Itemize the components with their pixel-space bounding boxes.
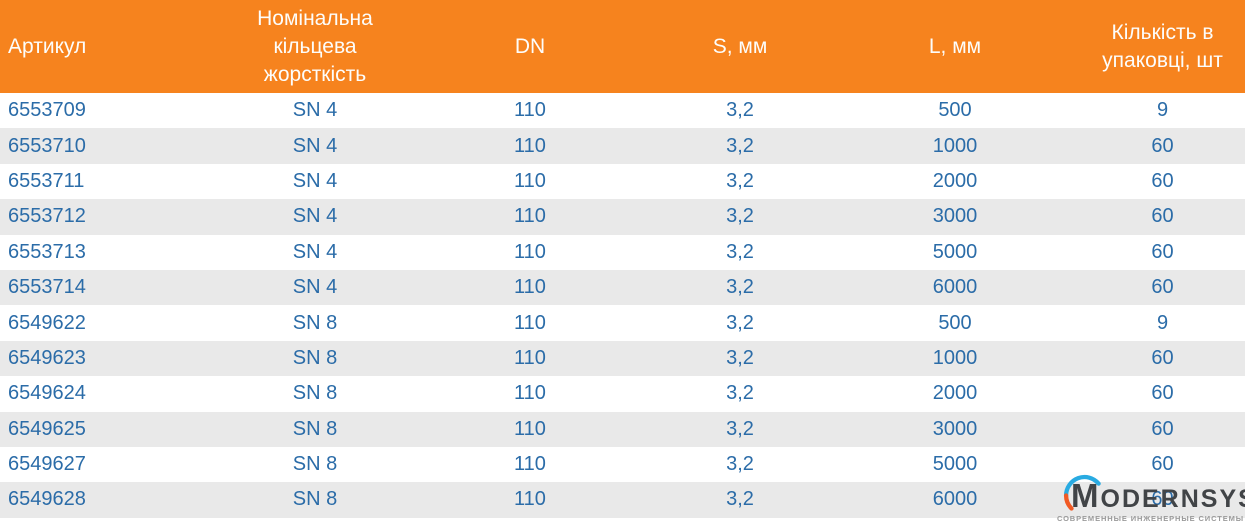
- table-row: 6549627 SN 8 110 3,2 5000 60: [0, 446, 1245, 483]
- table-row: 6553713 SN 4 110 3,2 5000 60: [0, 234, 1245, 270]
- cell-l: 3000: [932, 417, 978, 440]
- column-header-l-mm: L, мм: [830, 0, 1080, 93]
- column-header-qty: Кількість в упаковці, шт: [1080, 0, 1245, 93]
- cell-article: 6549623: [8, 346, 86, 369]
- table-row: 6549622 SN 8 110 3,2 500 9: [0, 305, 1245, 341]
- table-row: 6553712 SN 4 110 3,2 3000 60: [0, 199, 1245, 235]
- cell-dn: 110: [514, 240, 546, 263]
- cell-stiffness: SN 8: [292, 382, 338, 405]
- cell-article: 6549625: [8, 417, 86, 440]
- cell-stiffness: SN 4: [292, 134, 338, 157]
- cell-l: 3000: [932, 205, 978, 228]
- cell-dn: 110: [514, 382, 546, 405]
- cell-s: 3,2: [726, 134, 754, 157]
- cell-s: 3,2: [726, 276, 754, 299]
- cell-stiffness: SN 8: [292, 346, 338, 369]
- cell-dn: 110: [514, 134, 546, 157]
- cell-l: 5000: [932, 240, 978, 263]
- cell-article: 6553711: [8, 169, 85, 192]
- cell-article: 6553713: [8, 240, 86, 263]
- table-row: 6549623 SN 8 110 3,2 1000 60: [0, 340, 1245, 377]
- cell-stiffness: SN 4: [292, 169, 338, 192]
- cell-s: 3,2: [726, 205, 754, 228]
- cell-dn: 110: [514, 417, 546, 440]
- header-row: Артикул Номінальна кільцева жорсткість D…: [0, 0, 1245, 93]
- cell-qty: 9: [1156, 99, 1169, 122]
- table-header: Артикул Номінальна кільцева жорсткість D…: [0, 0, 1245, 93]
- cell-dn: 110: [514, 453, 546, 476]
- cell-l: 6000: [932, 276, 978, 299]
- cell-stiffness: SN 4: [292, 240, 338, 263]
- cell-stiffness: SN 4: [292, 276, 338, 299]
- cell-l: 5000: [932, 453, 978, 476]
- table-row: 6553711 SN 4 110 3,2 2000 60: [0, 163, 1245, 200]
- cell-l: 2000: [932, 169, 978, 192]
- table-row: 6553709 SN 4 110 3,2 500 9: [0, 93, 1245, 129]
- table-row: 6549628 SN 8 110 3,2 6000 60: [0, 482, 1245, 518]
- cell-article: 6553709: [8, 99, 86, 122]
- cell-stiffness: SN 8: [292, 311, 338, 334]
- cell-l: 500: [938, 99, 972, 122]
- cell-dn: 110: [514, 276, 546, 299]
- table-row: 6553710 SN 4 110 3,2 1000 60: [0, 128, 1245, 164]
- cell-l: 1000: [932, 346, 978, 369]
- cell-qty: 60: [1151, 240, 1174, 263]
- cell-s: 3,2: [726, 488, 754, 511]
- column-header-s-mm: S, мм: [650, 0, 830, 93]
- logo-subtitle: СОВРЕМЕННЫЕ ИНЖЕНЕРНЫЕ СИСТЕМЫ: [1056, 514, 1244, 523]
- cell-s: 3,2: [726, 169, 754, 192]
- cell-dn: 110: [514, 169, 546, 192]
- cell-l: 2000: [932, 382, 978, 405]
- cell-stiffness: SN 4: [292, 205, 338, 228]
- cell-l: 500: [938, 311, 972, 334]
- column-header-dn: DN: [410, 0, 650, 93]
- cell-article: 6553710: [8, 134, 86, 157]
- cell-stiffness: SN 4: [292, 99, 338, 122]
- cell-s: 3,2: [726, 453, 754, 476]
- cell-s: 3,2: [726, 240, 754, 263]
- cell-qty: 60: [1151, 488, 1174, 511]
- cell-article: 6553714: [8, 276, 86, 299]
- modernsys-logo: MODERNSYS СОВРЕМЕННЫЕ ИНЖЕНЕРНЫЕ СИСТЕМЫ: [1057, 473, 1245, 523]
- table-row: 6549624 SN 8 110 3,2 2000 60: [0, 376, 1245, 412]
- cell-qty: 60: [1151, 382, 1174, 405]
- table-body: 6553709 SN 4 110 3,2 500 9 6553710 SN 4 110 3,2 10…: [0, 93, 1245, 518]
- cell-s: 3,2: [726, 382, 754, 405]
- cell-stiffness: SN 8: [292, 453, 338, 476]
- cell-l: 1000: [932, 134, 978, 157]
- cell-stiffness: SN 8: [292, 488, 338, 511]
- cell-s: 3,2: [726, 99, 754, 122]
- cell-dn: 110: [514, 205, 546, 228]
- cell-dn: 110: [514, 99, 546, 122]
- logo-arc-icon: [1063, 474, 1101, 511]
- cell-qty: 60: [1151, 453, 1174, 476]
- cell-dn: 110: [514, 488, 546, 511]
- cell-s: 3,2: [726, 346, 754, 369]
- cell-qty: 60: [1151, 205, 1174, 228]
- cell-article: 6549628: [8, 488, 86, 511]
- table-row: 6553714 SN 4 110 3,2 6000 60: [0, 269, 1245, 306]
- cell-qty: 60: [1151, 169, 1174, 192]
- cell-stiffness: SN 8: [292, 417, 338, 440]
- cell-qty: 9: [1156, 311, 1169, 334]
- cell-qty: 60: [1151, 346, 1174, 369]
- cell-qty: 60: [1151, 276, 1174, 299]
- table-row: 6549625 SN 8 110 3,2 3000 60: [0, 411, 1245, 447]
- cell-article: 6553712: [8, 205, 86, 228]
- cell-qty: 60: [1151, 417, 1174, 440]
- cell-dn: 110: [514, 311, 546, 334]
- cell-s: 3,2: [726, 311, 754, 334]
- cell-article: 6549627: [8, 453, 86, 476]
- cell-s: 3,2: [726, 417, 754, 440]
- cell-dn: 110: [514, 346, 546, 369]
- cell-article: 6549622: [8, 311, 86, 334]
- logo-wordmark: MODERNSYS: [1071, 477, 1245, 514]
- cell-qty: 60: [1151, 134, 1174, 157]
- cell-l: 6000: [932, 488, 978, 511]
- cell-article: 6549624: [8, 382, 86, 405]
- column-header-article: Артикул: [0, 0, 220, 93]
- column-header-stiffness: Номінальна кільцева жорсткість: [220, 0, 410, 93]
